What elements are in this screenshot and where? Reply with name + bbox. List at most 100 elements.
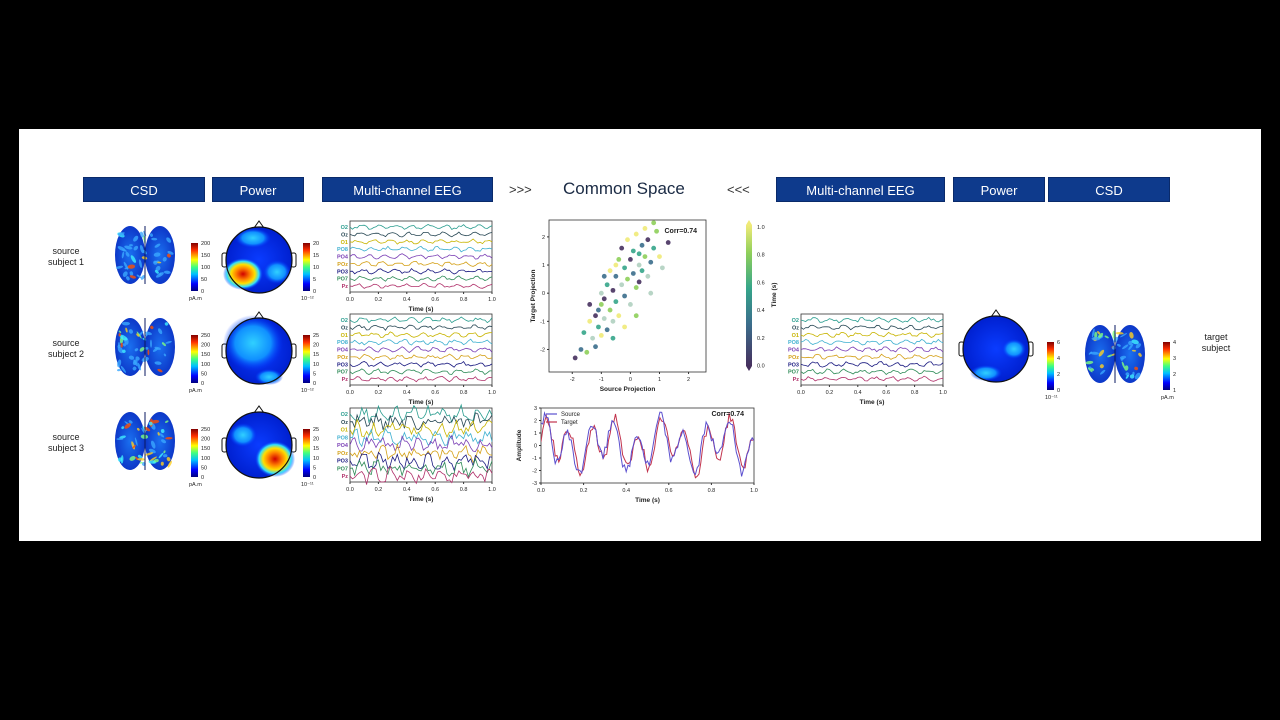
power-colorbar-1 bbox=[303, 243, 310, 291]
csd-brain-2-gyrus-spot bbox=[157, 368, 163, 373]
csd-brain-target-gyrus-spot bbox=[1122, 344, 1129, 350]
csd-brain-3-gyrus-spot bbox=[148, 421, 153, 426]
power-colorbar-3-tick: 15 bbox=[313, 446, 319, 452]
csd-brain-target-gyrus-spot bbox=[1087, 367, 1093, 373]
scatter-point bbox=[645, 273, 651, 279]
eeg-panel-target-trace bbox=[800, 353, 944, 360]
power-colorbar-2-tick: 25 bbox=[313, 333, 319, 339]
power-topomap-3-outline bbox=[225, 411, 293, 479]
power-colorbar-3-tick: 10 bbox=[313, 456, 319, 462]
line-series-target bbox=[541, 413, 754, 479]
scatter-point bbox=[587, 318, 593, 324]
power-topomap-target-outline bbox=[962, 315, 1030, 383]
header-eeg-right: Multi-channel EEG bbox=[776, 177, 945, 202]
eeg-panel-target-channel-label: PO3 bbox=[788, 362, 799, 368]
scatter-colorbar-tick: 0.4 bbox=[757, 308, 765, 314]
power-colorbar-1-tick: 20 bbox=[313, 241, 319, 247]
power-topomap-2 bbox=[221, 311, 297, 385]
csd-brain-3-gyrus-spot bbox=[158, 452, 164, 459]
csd-brain-2-gyrus-spot bbox=[136, 331, 142, 339]
csd-colorbar-2-tick: 200 bbox=[201, 343, 210, 349]
scatter-point bbox=[630, 271, 636, 276]
line-ylabel: Amplitude bbox=[516, 429, 523, 461]
power-colorbar-2-tick: 0 bbox=[313, 381, 316, 387]
power-colorbar-target-tick: 0 bbox=[1057, 388, 1060, 394]
arrow-left-marker: <<< bbox=[727, 182, 750, 197]
scatter-point bbox=[633, 231, 639, 237]
header-csd-left: CSD bbox=[83, 177, 205, 202]
line-ytick-label: -1 bbox=[532, 456, 537, 462]
line-legend-label: Source bbox=[561, 412, 581, 418]
scatter-colorbar-tick: 0.8 bbox=[757, 253, 765, 259]
eeg-panel-3-xtick-label: 0.0 bbox=[346, 487, 354, 493]
csd-brain-2-gyrus-spot bbox=[122, 343, 126, 347]
eeg-panel-3-xtick-label: 0.2 bbox=[375, 487, 383, 493]
csd-brain-1-gyrus-spot bbox=[124, 245, 133, 250]
line-legend-label: Target bbox=[561, 420, 578, 426]
line-xtick-label: 0.6 bbox=[665, 488, 673, 494]
eeg-panel-1-xtick-label: 0.6 bbox=[431, 297, 439, 303]
line-xtick-label: 0.2 bbox=[580, 488, 588, 494]
csd-brain-target-gyrus-spot bbox=[1121, 361, 1126, 369]
scatter-point bbox=[601, 273, 607, 279]
eeg-panel-3-channel-label: POz bbox=[337, 451, 348, 457]
scatter-point bbox=[642, 226, 648, 231]
csd-brain-target-gyrus-spot bbox=[1097, 331, 1101, 335]
scatter-point bbox=[587, 302, 593, 307]
csd-colorbar-target-tick: 1 bbox=[1173, 388, 1176, 394]
scatter-colorbar-label: Time (s) bbox=[771, 283, 778, 308]
eeg-panel-3-trace bbox=[349, 403, 493, 424]
scatter-colorbar-tick: 0.6 bbox=[757, 280, 765, 286]
scatter-colorbar-tick: 0.2 bbox=[757, 336, 765, 342]
csd-brain-2-gyrus-spot bbox=[164, 322, 169, 326]
csd-brain-2-gyrus-spot bbox=[133, 359, 138, 367]
eeg-panel-2-trace bbox=[349, 361, 493, 368]
line-series-source bbox=[541, 411, 754, 477]
scatter-point bbox=[584, 349, 590, 355]
eeg-panel-target-xtick-label: 0.4 bbox=[854, 390, 862, 396]
csd-colorbar-3-tick: 100 bbox=[201, 456, 210, 462]
csd-colorbar-2-tick: 50 bbox=[201, 371, 207, 377]
power-colorbar-2-tick: 20 bbox=[313, 343, 319, 349]
csd-brain-3-gyrus-spot bbox=[137, 457, 145, 461]
csd-brain-1-gyrus-spot bbox=[121, 249, 127, 252]
csd-brain-1-gyrus-spot bbox=[166, 253, 171, 258]
csd-brain-target-gyrus-spot bbox=[1115, 332, 1124, 335]
target-label-line1: target bbox=[1204, 332, 1228, 342]
eeg-panel-target-xlabel: Time (s) bbox=[860, 399, 885, 406]
scatter-point bbox=[581, 330, 587, 335]
scatter-point bbox=[636, 262, 642, 268]
scatter-point bbox=[630, 248, 636, 254]
power-colorbar-target-tick: 6 bbox=[1057, 340, 1060, 346]
csd-brain-1-gyrus-spot bbox=[140, 275, 145, 280]
power-colorbar-2-tick: 5 bbox=[313, 371, 316, 377]
scatter-point bbox=[616, 313, 622, 319]
csd-brain-2-gyrus-spot bbox=[122, 349, 126, 354]
csd-brain-2-gyrus-spot bbox=[117, 359, 122, 368]
csd-colorbar-1-tick: 0 bbox=[201, 289, 204, 295]
scatter-xtick-label: -2 bbox=[570, 377, 575, 383]
csd-brain-2-gyrus-spot bbox=[135, 356, 140, 361]
eeg-panel-2-channel-label: PO8 bbox=[337, 340, 348, 346]
eeg-panel-2-channel-label: POz bbox=[337, 355, 348, 361]
eeg-panel-1-channel-label: O1 bbox=[341, 240, 348, 246]
power-topomap-3-activation bbox=[255, 441, 295, 477]
scatter-ytick-label: 1 bbox=[542, 263, 545, 269]
csd-brain-2-gyrus-spot bbox=[157, 328, 163, 335]
csd-brain-3-gyrus-spot bbox=[129, 456, 136, 461]
eeg-panel-3-trace bbox=[349, 465, 493, 485]
csd-brain-target bbox=[1085, 325, 1145, 383]
scatter-point bbox=[625, 276, 630, 282]
csd-brain-3-gyrus-spot bbox=[137, 454, 143, 459]
line-xlabel: Time (s) bbox=[635, 497, 660, 504]
scatter-point bbox=[596, 324, 601, 330]
csd-brain-1-gyrus-spot bbox=[138, 259, 142, 268]
csd-brain-2-gyrus-spot bbox=[128, 329, 134, 334]
csd-brain-target-gyrus-spot bbox=[1099, 364, 1104, 369]
scatter-point bbox=[619, 245, 625, 251]
csd-colorbar-target-label: pA.m bbox=[1161, 395, 1174, 401]
scatter-point bbox=[607, 268, 613, 274]
csd-brain-3-gyrus-spot bbox=[121, 426, 125, 430]
scatter-point bbox=[613, 262, 619, 268]
